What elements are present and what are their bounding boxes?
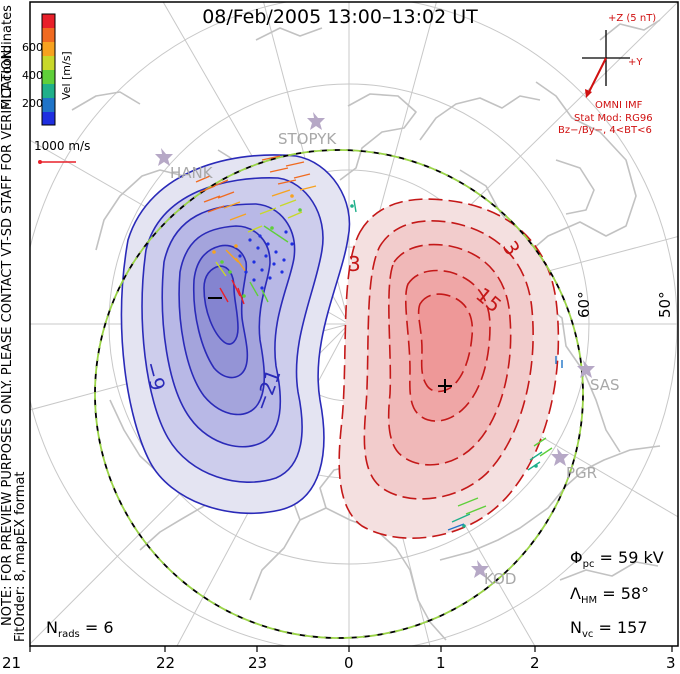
site-label-stopyk: STOPYK	[278, 130, 337, 148]
site-label-kod: KOD	[484, 570, 517, 588]
colorbar-label: Vel [m/s]	[60, 51, 73, 100]
site-label-hank: HANK	[170, 164, 213, 182]
latitude-label-60: 60°	[575, 291, 593, 318]
mlt-label: 21	[2, 654, 22, 672]
potential-max-marker	[438, 379, 452, 393]
colorbar-tick: 400	[22, 69, 43, 82]
contour-label: −9	[139, 358, 171, 394]
colorbar-tick: 600	[22, 41, 43, 54]
velocity-vectors	[195, 155, 563, 531]
stat-n-vc: Nvc = 157	[570, 618, 648, 641]
mlt-label: 3	[666, 654, 676, 672]
mlt-label: 2	[530, 654, 540, 672]
colorbar	[41, 13, 56, 126]
reference-vector-label: 1000 m/s	[34, 139, 91, 153]
negative-cell	[120, 154, 351, 514]
velocity-dots	[212, 194, 538, 528]
mlt-ticks	[29, 646, 673, 652]
imf-z-axis-label: +Z (5 nT)	[608, 13, 657, 24]
mlt-label: 22	[156, 654, 176, 672]
map-title: 08/Feb/2005 13:00–13:02 UT	[202, 6, 478, 28]
plot-frame	[29, 1, 679, 647]
stat-phi-pc: Φpc = 59 kV	[570, 548, 664, 571]
contour-label: 3	[348, 252, 361, 276]
mlt-label: 23	[248, 654, 268, 672]
reference-vector-arrow	[38, 160, 76, 164]
site-label-pgr: PGR	[566, 464, 598, 482]
fit-order-note: FitOrder: 8, mapEX format	[13, 471, 28, 642]
imf-source: OMNI IMF	[595, 100, 643, 111]
stat-model: Stat Mod: RG96	[574, 113, 653, 124]
imf-y-axis-label: +Y	[628, 57, 643, 68]
stat-lambda-hm: ΛHM = 58°	[570, 584, 650, 607]
imf-bin: Bz−/By−, 4<BT<6	[558, 125, 652, 136]
mlt-label: 0	[344, 654, 354, 672]
latitude-label-50: 50°	[656, 291, 674, 318]
hm-boundary	[94, 149, 584, 639]
imf-dial	[582, 30, 630, 98]
site-markers	[155, 112, 595, 578]
site-label-sas: SAS	[590, 376, 620, 394]
colorbar-tick: 200	[22, 97, 43, 110]
stat-n-rads: Nrads = 6	[46, 618, 114, 641]
mlt-label: 1	[436, 654, 446, 672]
positive-cell	[338, 198, 560, 539]
